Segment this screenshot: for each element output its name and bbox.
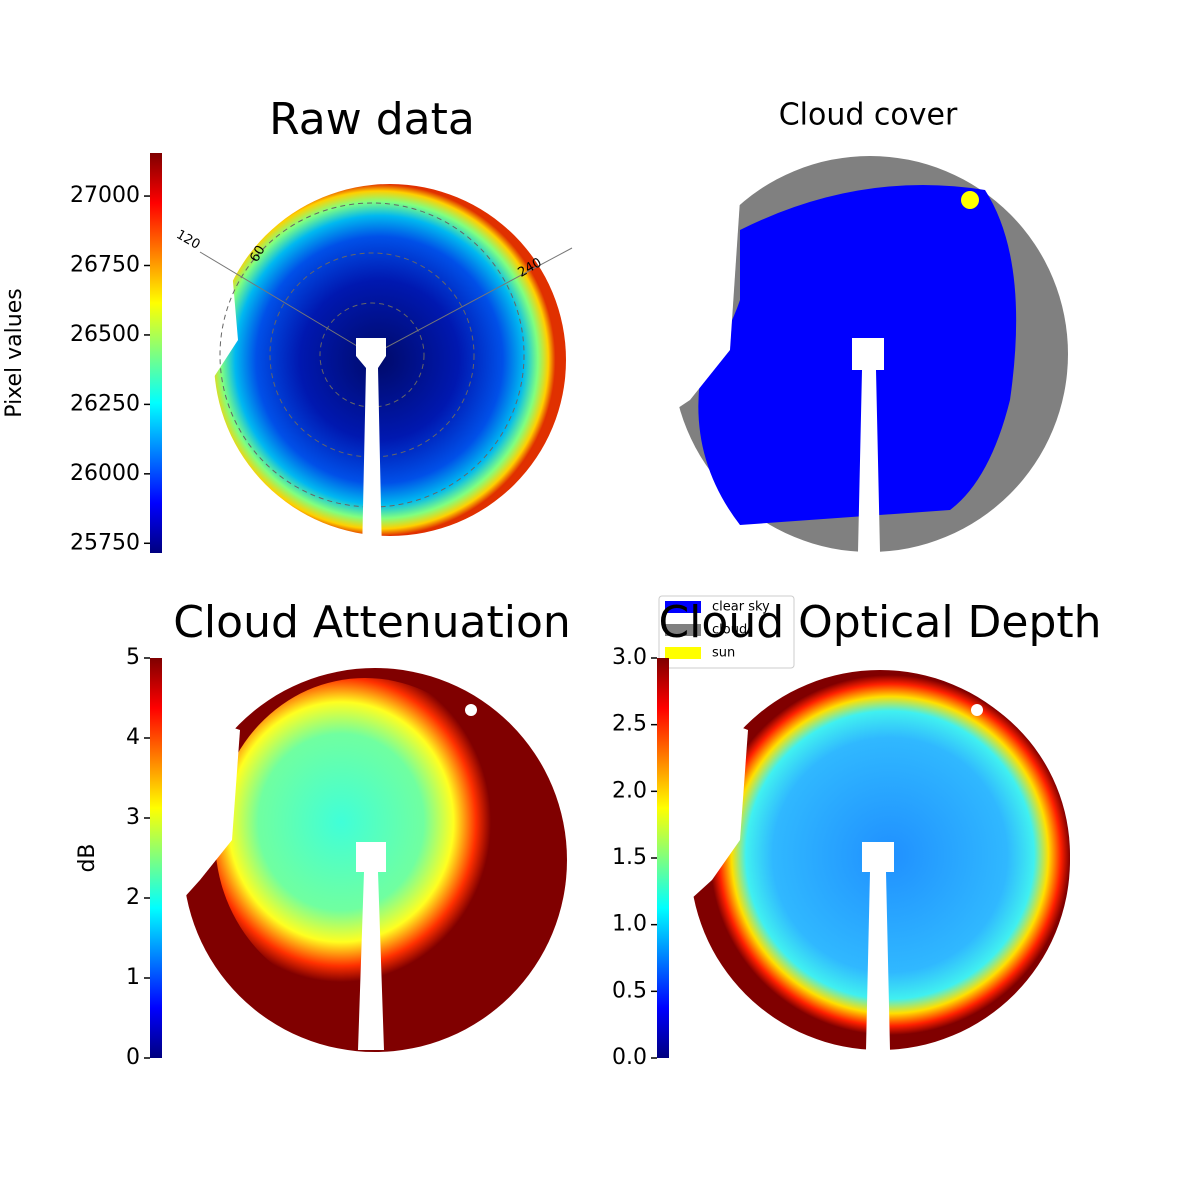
colorbar-tick-label: 1.5 [612, 845, 647, 870]
colorbar-tick-label: 4 [126, 725, 140, 750]
optical-depth-image [670, 670, 1070, 1050]
legend-swatch [665, 647, 701, 659]
colorbar-tick-label: 5 [126, 645, 140, 670]
colorbar-tick-label: 0.0 [612, 1045, 647, 1070]
panel-title: Cloud Optical Depth [658, 597, 1101, 648]
colorbar-tick-label: 26750 [70, 253, 140, 278]
colorbar-label: Pixel values [2, 288, 27, 417]
polar-label: 60 [247, 243, 268, 265]
colorbar [150, 658, 162, 1058]
legend-label: sun [712, 646, 735, 661]
colorbar-tick-label: 25750 [70, 530, 140, 555]
colorbar-tick-label: 1 [126, 965, 140, 990]
legend-swatch [665, 624, 701, 636]
colorbar-tick-label: 0.5 [612, 978, 647, 1003]
colorbar-tick-label: 0 [126, 1045, 140, 1070]
attenuation-image [150, 668, 567, 1052]
colorbar-tick-label: 1.0 [612, 912, 647, 937]
legend-label: clear sky [712, 600, 770, 615]
colorbar-tick-label: 26000 [70, 461, 140, 486]
panel-title: Cloud cover [779, 98, 958, 133]
cloud-cover-image [660, 140, 1068, 552]
raw-image [150, 180, 573, 555]
colorbar-tick-label: 2 [126, 885, 140, 910]
panel-title: Raw data [269, 94, 475, 145]
colorbar-tick-label: 2.5 [612, 712, 647, 737]
colorbar-tick-label: 26500 [70, 322, 140, 347]
colorbar-tick-label: 26250 [70, 391, 140, 416]
colorbar [657, 658, 669, 1058]
colorbar-tick-label: 3 [126, 805, 140, 830]
colorbar-label: dB [75, 843, 100, 872]
legend-swatch [665, 601, 701, 613]
legend-label: cloud [712, 623, 747, 638]
colorbar-tick-label: 27000 [70, 183, 140, 208]
colorbar-tick-label: 2.0 [612, 778, 647, 803]
colorbar [150, 153, 162, 553]
colorbar-tick-label: 3.0 [612, 645, 647, 670]
panel-title: Cloud Attenuation [173, 597, 571, 648]
